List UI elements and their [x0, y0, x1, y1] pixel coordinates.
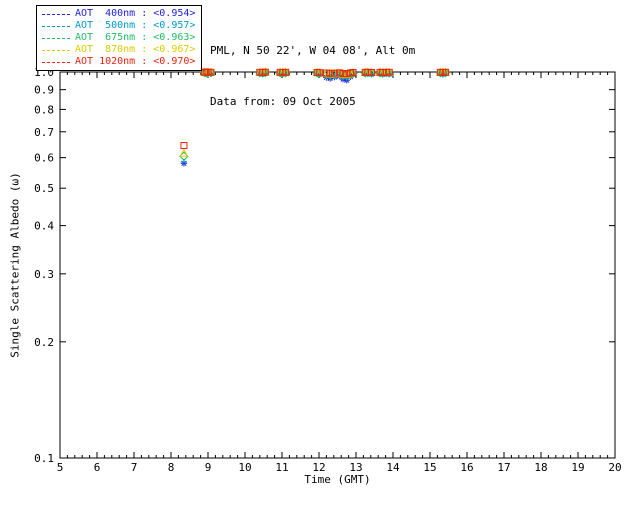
svg-text:7: 7 [131, 461, 138, 474]
header-block: PML, N 50 22', W 04 08', Alt 0m Data fro… [210, 8, 415, 144]
svg-text:17: 17 [497, 461, 510, 474]
svg-text:18: 18 [534, 461, 547, 474]
y-axis-title: Single Scattering Albedo (ω) [8, 172, 22, 358]
legend-item-aot-500nm: AOT 500nm : <0.957> [42, 20, 195, 32]
legend-label-400nm: AOT 400nm : <0.954> [75, 8, 196, 19]
svg-text:0.7: 0.7 [34, 126, 54, 139]
legend-label-870nm: AOT 870nm : <0.967> [75, 44, 196, 55]
svg-text:13: 13 [349, 461, 362, 474]
legend-dashed-line-870nm [42, 49, 70, 51]
legend-item-aot-1020nm: AOT 1020nm : <0.970> [42, 56, 195, 68]
svg-text:10: 10 [238, 461, 251, 474]
svg-text:9: 9 [205, 461, 212, 474]
x-axis-title: Time (GMT) [304, 473, 371, 486]
legend-item-aot-870nm: AOT 870nm : <0.967> [42, 44, 195, 56]
svg-text:0.6: 0.6 [34, 152, 54, 165]
svg-text:14: 14 [386, 461, 400, 474]
svg-text:8: 8 [168, 461, 175, 474]
svg-text:20: 20 [608, 461, 621, 474]
date-info: Data from: 09 Oct 2005 [210, 95, 356, 108]
legend-item-aot-400nm: AOT 400nm : <0.954> [42, 8, 195, 20]
svg-text:6: 6 [94, 461, 101, 474]
svg-text:16: 16 [460, 461, 473, 474]
legend-dashed-line-400nm [42, 13, 70, 15]
legend-dashed-line-1020nm [42, 61, 70, 63]
legend-dashed-line-675nm [42, 37, 70, 39]
svg-text:11: 11 [275, 461, 288, 474]
legend-item-aot-675nm: AOT 675nm : <0.963> [42, 32, 195, 44]
svg-text:0.2: 0.2 [34, 336, 54, 349]
svg-text:12: 12 [312, 461, 325, 474]
svg-text:5: 5 [57, 461, 64, 474]
legend-label-675nm: AOT 675nm : <0.963> [75, 32, 196, 43]
station-info: PML, N 50 22', W 04 08', Alt 0m [210, 44, 416, 57]
svg-text:0.8: 0.8 [34, 103, 54, 116]
svg-text:0.5: 0.5 [34, 182, 54, 195]
legend-label-1020nm: AOT 1020nm : <0.970> [75, 56, 196, 67]
legend-dashed-line-500nm [42, 25, 70, 27]
svg-text:0.9: 0.9 [34, 84, 54, 97]
svg-text:19: 19 [571, 461, 584, 474]
svg-text:0.1: 0.1 [34, 452, 54, 465]
svg-text:15: 15 [423, 461, 436, 474]
legend-box: AOT 400nm : <0.954> AOT 500nm : <0.957> … [36, 5, 203, 71]
svg-text:0.3: 0.3 [34, 268, 54, 281]
legend-label-500nm: AOT 500nm : <0.957> [75, 20, 196, 31]
svg-text:0.4: 0.4 [34, 220, 54, 233]
